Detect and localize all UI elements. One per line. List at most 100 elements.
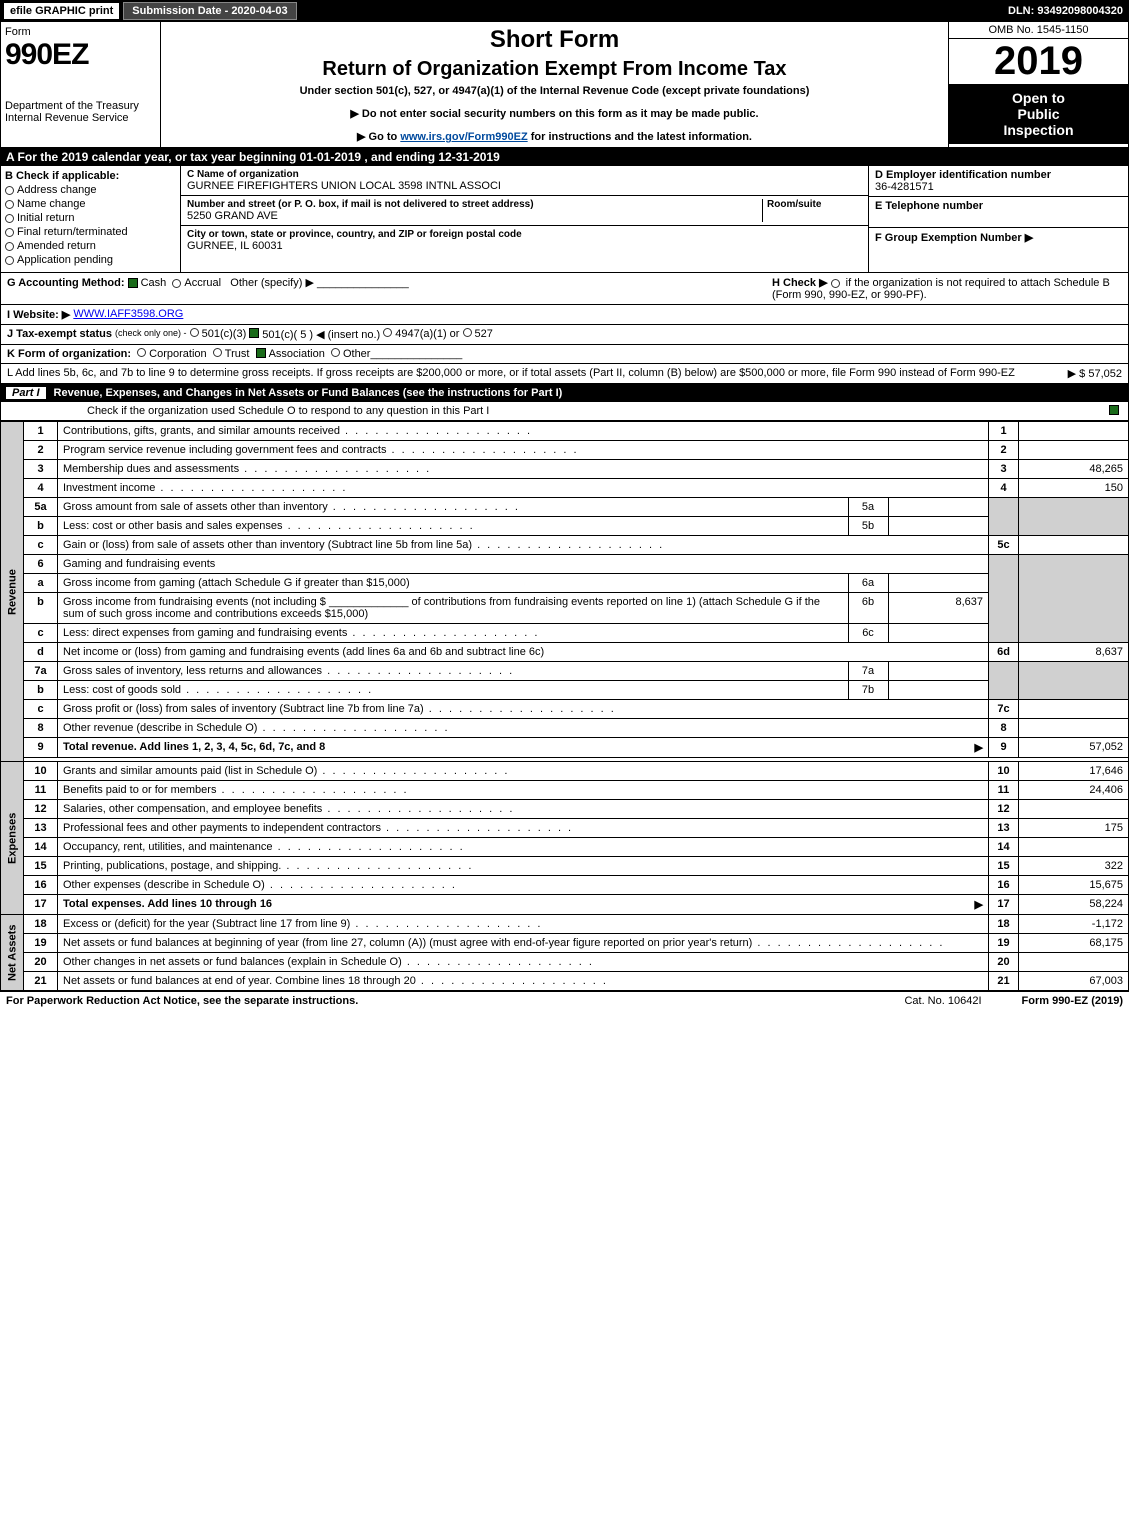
accrual-label: Accrual [184, 277, 221, 289]
line-number: 1 [24, 422, 58, 441]
ein-value: 36-4281571 [875, 181, 1122, 193]
line-amount: 67,003 [1019, 972, 1129, 991]
line-number: 17 [24, 895, 58, 915]
h-checkbox[interactable] [831, 279, 840, 288]
check-initial-return[interactable]: Initial return [5, 212, 176, 224]
line-desc: Gross income from gaming (attach Schedul… [58, 574, 848, 592]
line-g-h: G Accounting Method: Cash Accrual Other … [0, 273, 1129, 305]
cash-label: Cash [141, 277, 167, 289]
form-header: Form 990EZ Department of the Treasury In… [0, 22, 1129, 148]
accrual-checkbox[interactable] [172, 279, 181, 288]
revenue-section-label: Revenue [1, 422, 24, 762]
cat-number: Cat. No. 10642I [904, 995, 981, 1007]
j-501c3-checkbox[interactable] [190, 328, 199, 337]
line-l: L Add lines 5b, 6c, and 7b to line 9 to … [0, 364, 1129, 384]
k-assoc-checkbox[interactable] [256, 348, 266, 358]
line-desc: Less: cost of goods sold [58, 681, 848, 699]
line-amount [1019, 700, 1129, 719]
line-box: 2 [989, 441, 1019, 460]
check-address-change[interactable]: Address change [5, 184, 176, 196]
j-501c-checkbox[interactable] [249, 328, 259, 338]
f-label: F Group Exemption Number ▶ [875, 231, 1122, 244]
expenses-section-label: Expenses [1, 762, 24, 915]
line-desc: Membership dues and assessments [58, 460, 989, 479]
j-4947-checkbox[interactable] [383, 328, 392, 337]
line-desc: Net assets or fund balances at end of ye… [58, 972, 989, 991]
part1-checkbox[interactable] [1109, 405, 1119, 415]
line-desc: Occupancy, rent, utilities, and maintena… [58, 838, 989, 857]
check-b-title: B Check if applicable: [5, 170, 176, 182]
line-desc: Less: cost or other basis and sales expe… [58, 517, 848, 535]
sub-amount [888, 624, 988, 642]
cash-checkbox[interactable] [128, 278, 138, 288]
check-name-change[interactable]: Name change [5, 198, 176, 210]
omb-number: OMB No. 1545-1150 [949, 22, 1128, 39]
k-other-checkbox[interactable] [331, 348, 340, 357]
line-amount: 322 [1019, 857, 1129, 876]
room-label: Room/suite [767, 199, 862, 210]
line-desc: Gross profit or (loss) from sales of inv… [58, 700, 989, 719]
line-desc: Other expenses (describe in Schedule O) [58, 876, 989, 895]
j-527-checkbox[interactable] [463, 328, 472, 337]
line-amount [1019, 719, 1129, 738]
line-desc: Gross income from fundraising events (no… [58, 593, 848, 623]
k-corp-checkbox[interactable] [137, 348, 146, 357]
line-desc: Total expenses. Add lines 10 through 16 … [58, 895, 989, 915]
k-opt: Association [269, 348, 325, 360]
sub-box: 6a [848, 574, 888, 592]
sub-amount [888, 498, 988, 516]
line-number: 9 [24, 738, 58, 758]
d-label: D Employer identification number [875, 169, 1122, 181]
shaded-cell [1019, 498, 1129, 536]
website-link[interactable]: WWW.IAFF3598.ORG [73, 308, 183, 321]
irs-link[interactable]: www.irs.gov/Form990EZ [400, 131, 527, 143]
line-box: 4 [989, 479, 1019, 498]
line-amount: 57,052 [1019, 738, 1129, 758]
k-opt: Corporation [149, 348, 206, 360]
line-number: 18 [24, 915, 58, 934]
line-number: d [24, 643, 58, 662]
check-final-return[interactable]: Final return/terminated [5, 226, 176, 238]
inspection-line1: Open to [953, 90, 1124, 106]
sub-box: 5a [848, 498, 888, 516]
k-trust-checkbox[interactable] [213, 348, 222, 357]
line-box: 8 [989, 719, 1019, 738]
line-number: a [24, 574, 58, 593]
l-amount: ▶ $ 57,052 [1068, 367, 1122, 380]
line-desc: Program service revenue including govern… [58, 441, 989, 460]
line-amount [1019, 422, 1129, 441]
submission-date-button[interactable]: Submission Date - 2020-04-03 [123, 2, 296, 20]
line-number: 15 [24, 857, 58, 876]
check-amended-return[interactable]: Amended return [5, 240, 176, 252]
line-box: 16 [989, 876, 1019, 895]
line-desc: Other changes in net assets or fund bala… [58, 953, 989, 972]
part1-check-note: Check if the organization used Schedule … [0, 402, 1129, 421]
line-number: 6 [24, 555, 58, 574]
j-opt: 527 [475, 328, 493, 341]
goto-suffix: for instructions and the latest informat… [528, 131, 752, 143]
check-label: Address change [17, 184, 97, 196]
line-i: I Website: ▶ WWW.IAFF3598.ORG [0, 305, 1129, 325]
section-c-name: C Name of organization GURNEE FIREFIGHTE… [181, 166, 868, 272]
inspection-line2: Public [953, 106, 1124, 122]
line-box: 7c [989, 700, 1019, 719]
line-amount: 17,646 [1019, 762, 1129, 781]
return-title: Return of Organization Exempt From Incom… [165, 58, 944, 81]
sub-box: 7a [848, 662, 888, 680]
line-box: 10 [989, 762, 1019, 781]
line-box: 19 [989, 934, 1019, 953]
line-number: 14 [24, 838, 58, 857]
i-label: I Website: ▶ [7, 308, 70, 321]
line-number: c [24, 536, 58, 555]
section-a-tax-year: A For the 2019 calendar year, or tax yea… [0, 148, 1129, 166]
line-desc: Less: direct expenses from gaming and fu… [58, 624, 848, 642]
line-box: 3 [989, 460, 1019, 479]
check-application-pending[interactable]: Application pending [5, 254, 176, 266]
line-desc: Gaming and fundraising events [58, 555, 989, 574]
entity-block: B Check if applicable: Address change Na… [0, 166, 1129, 273]
line-amount: 175 [1019, 819, 1129, 838]
efile-print-button[interactable]: efile GRAPHIC print [4, 3, 119, 19]
under-section: Under section 501(c), 527, or 4947(a)(1)… [165, 85, 944, 97]
j-label: J Tax-exempt status [7, 328, 112, 341]
h-prefix: H Check ▶ [772, 277, 831, 289]
